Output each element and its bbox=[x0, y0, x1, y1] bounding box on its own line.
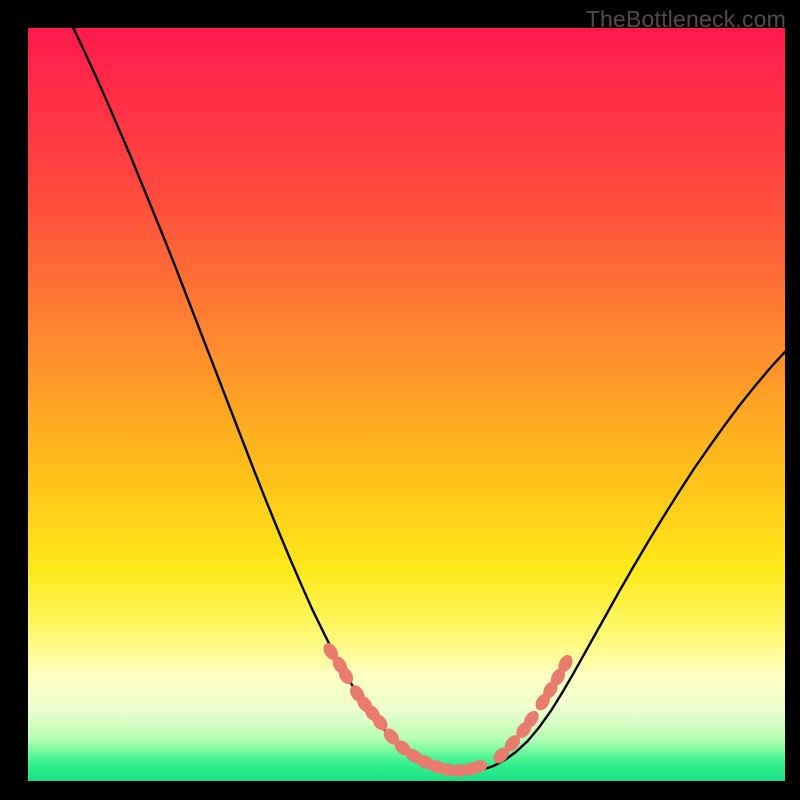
chart-root: TheBottleneck.com bbox=[0, 0, 800, 800]
plot-background bbox=[28, 28, 785, 781]
bottleneck-chart bbox=[0, 0, 800, 800]
